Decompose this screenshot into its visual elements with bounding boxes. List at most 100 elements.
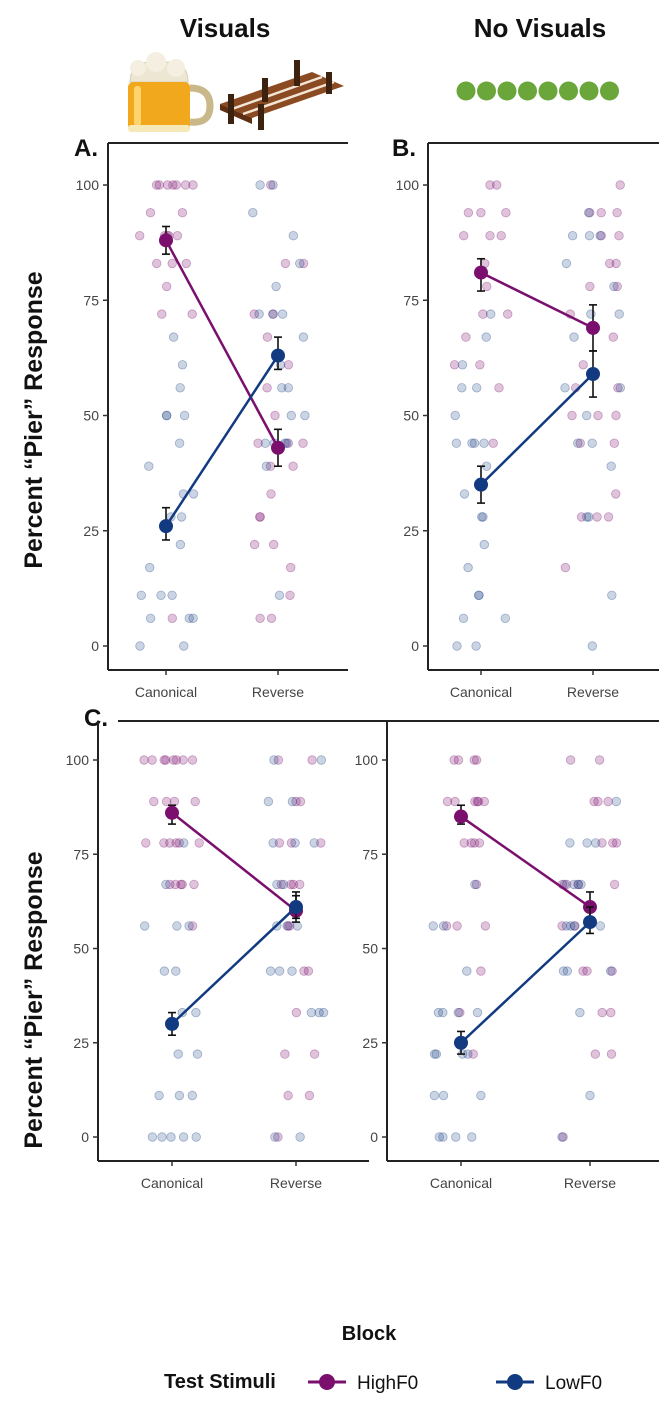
panel-label-b: B. (392, 135, 416, 162)
raw-point-lowf0 (459, 489, 470, 499)
y-axis-title-bottom: Percent “Pier” Response (20, 851, 48, 1148)
raw-point-lowf0 (438, 1007, 448, 1018)
raw-point-highf0 (180, 180, 191, 190)
raw-point-lowf0 (191, 1007, 201, 1018)
raw-point-lowf0 (582, 838, 592, 848)
raw-point-lowf0 (561, 921, 572, 931)
x-tick-label: Canonical (450, 684, 512, 700)
raw-point-lowf0 (154, 1090, 164, 1101)
raw-point-highf0 (476, 207, 486, 218)
raw-point-highf0 (614, 230, 624, 241)
y-tick-label: 0 (81, 1129, 89, 1145)
raw-point-highf0 (485, 230, 495, 241)
raw-point-lowf0 (474, 590, 484, 601)
x-tick-label: Canonical (135, 684, 197, 700)
raw-point-lowf0 (254, 309, 264, 319)
raw-point-highf0 (262, 383, 272, 393)
raw-point-lowf0 (156, 590, 166, 601)
raw-point-lowf0 (470, 879, 480, 890)
raw-point-lowf0 (595, 921, 606, 931)
raw-point-lowf0 (278, 879, 289, 890)
raw-point-highf0 (606, 1049, 617, 1059)
raw-point-lowf0 (476, 1090, 486, 1101)
y-tick-label: 50 (403, 408, 419, 424)
raw-point-lowf0 (479, 539, 490, 550)
raw-point-highf0 (286, 562, 296, 573)
raw-point-lowf0 (584, 207, 594, 218)
raw-point-lowf0 (179, 641, 189, 651)
raw-point-lowf0 (473, 590, 484, 601)
raw-point-highf0 (157, 309, 167, 319)
y-tick-label: 50 (83, 408, 99, 424)
raw-point-highf0 (255, 512, 265, 522)
raw-point-highf0 (606, 1007, 616, 1018)
raw-point-highf0 (613, 383, 623, 393)
raw-point-highf0 (167, 258, 177, 269)
mean-point-lowf0 (586, 367, 600, 382)
raw-point-highf0 (603, 512, 614, 522)
raw-point-highf0 (485, 180, 495, 190)
raw-point-lowf0 (567, 230, 578, 241)
raw-point-lowf0 (168, 332, 179, 342)
mean-point-highf0 (271, 440, 285, 455)
raw-point-lowf0 (272, 879, 282, 890)
raw-point-highf0 (307, 755, 317, 765)
raw-point-lowf0 (562, 966, 573, 976)
y-tick-label: 100 (355, 752, 379, 768)
x-tick-label: Reverse (252, 684, 304, 700)
raw-point-lowf0 (591, 838, 601, 848)
raw-point-highf0 (611, 838, 622, 848)
raw-point-lowf0 (606, 966, 616, 976)
raw-point-highf0 (168, 180, 178, 190)
raw-point-highf0 (453, 755, 464, 765)
raw-point-highf0 (177, 207, 188, 218)
raw-point-lowf0 (472, 383, 482, 393)
raw-point-highf0 (266, 489, 276, 499)
raw-point-highf0 (468, 1049, 478, 1059)
legend-highf0-swatch (319, 1374, 335, 1390)
raw-point-lowf0 (175, 539, 186, 550)
raw-point-highf0 (589, 796, 599, 807)
raw-point-lowf0 (191, 1132, 201, 1142)
y-tick-label: 50 (362, 941, 378, 957)
raw-point-highf0 (558, 1132, 568, 1142)
raw-point-highf0 (134, 230, 145, 241)
raw-point-highf0 (276, 879, 287, 890)
raw-point-highf0 (607, 966, 617, 976)
raw-point-lowf0 (318, 1007, 329, 1018)
mean-point-lowf0 (583, 915, 597, 930)
mean-point-highf0 (454, 809, 468, 824)
raw-point-highf0 (609, 879, 620, 890)
raw-point-highf0 (585, 281, 595, 292)
raw-point-lowf0 (295, 258, 305, 269)
raw-point-lowf0 (453, 1007, 464, 1018)
raw-point-highf0 (479, 796, 490, 807)
raw-point-lowf0 (486, 309, 496, 319)
raw-point-highf0 (450, 796, 460, 807)
raw-point-lowf0 (174, 438, 185, 448)
raw-point-highf0 (455, 1007, 465, 1018)
raw-point-highf0 (187, 309, 197, 319)
raw-point-lowf0 (477, 512, 487, 522)
raw-point-highf0 (283, 921, 293, 931)
raw-point-highf0 (605, 258, 615, 269)
mean-point-lowf0 (289, 900, 303, 915)
raw-point-highf0 (596, 207, 606, 218)
raw-point-lowf0 (481, 332, 491, 342)
raw-point-highf0 (596, 230, 606, 241)
raw-point-highf0 (253, 438, 263, 448)
raw-point-highf0 (274, 838, 285, 848)
x-tick-label: Canonical (141, 1175, 203, 1191)
raw-point-lowf0 (479, 438, 489, 448)
raw-point-highf0 (168, 755, 179, 765)
mean-point-highf0 (586, 320, 600, 335)
raw-point-lowf0 (573, 879, 584, 890)
y-tick-label: 0 (370, 1129, 378, 1145)
x-axis-title: Block (342, 1323, 397, 1345)
raw-point-lowf0 (457, 383, 467, 393)
green-dot (600, 81, 619, 101)
raw-point-lowf0 (438, 921, 449, 931)
raw-point-lowf0 (265, 966, 276, 976)
mean-line-lowf0 (171, 906, 297, 1025)
raw-point-highf0 (255, 613, 265, 624)
